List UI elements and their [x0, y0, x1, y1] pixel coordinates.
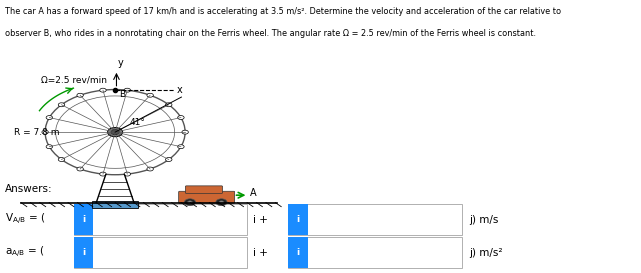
- Circle shape: [58, 103, 65, 107]
- Circle shape: [178, 145, 184, 149]
- Text: observer B, who rides in a nonrotating chair on the Ferris wheel. The angular ra: observer B, who rides in a nonrotating c…: [5, 29, 536, 38]
- Text: i: i: [297, 248, 299, 257]
- Circle shape: [46, 115, 53, 120]
- Text: R = 7.8 m: R = 7.8 m: [14, 128, 60, 136]
- Text: j) m/s: j) m/s: [469, 215, 499, 225]
- Circle shape: [185, 199, 196, 206]
- FancyBboxPatch shape: [74, 204, 247, 235]
- Text: $\mathregular{a_{A/B}}$ = (: $\mathregular{a_{A/B}}$ = (: [5, 245, 45, 260]
- Circle shape: [77, 167, 83, 171]
- Circle shape: [219, 201, 224, 204]
- Circle shape: [100, 172, 106, 176]
- FancyBboxPatch shape: [92, 201, 138, 208]
- FancyBboxPatch shape: [288, 237, 308, 268]
- Text: A: A: [250, 188, 256, 198]
- Circle shape: [178, 115, 184, 120]
- Circle shape: [58, 158, 65, 161]
- Text: Answers:: Answers:: [5, 184, 53, 194]
- Circle shape: [77, 93, 83, 97]
- Text: The car A has a forward speed of 17 km/h and is accelerating at 3.5 m/s². Determ: The car A has a forward speed of 17 km/h…: [5, 7, 562, 16]
- Circle shape: [188, 201, 192, 204]
- Text: Ω=2.5 rev/min: Ω=2.5 rev/min: [41, 76, 107, 85]
- Circle shape: [216, 199, 227, 206]
- Circle shape: [182, 130, 188, 134]
- Circle shape: [147, 93, 153, 97]
- Text: y: y: [118, 58, 124, 68]
- Circle shape: [165, 103, 172, 107]
- Text: j) m/s²: j) m/s²: [469, 248, 503, 257]
- Circle shape: [108, 127, 122, 137]
- FancyBboxPatch shape: [74, 237, 247, 268]
- Circle shape: [46, 145, 53, 149]
- Text: i: i: [82, 248, 85, 257]
- Circle shape: [165, 158, 172, 161]
- Circle shape: [124, 88, 131, 92]
- Text: B: B: [119, 90, 125, 99]
- FancyBboxPatch shape: [179, 191, 235, 203]
- FancyBboxPatch shape: [288, 204, 462, 235]
- FancyBboxPatch shape: [288, 237, 462, 268]
- Circle shape: [111, 130, 119, 135]
- Circle shape: [124, 172, 131, 176]
- Text: i: i: [82, 215, 85, 224]
- Circle shape: [100, 88, 106, 92]
- Text: i +: i +: [253, 248, 268, 257]
- Text: 41°: 41°: [130, 118, 146, 127]
- FancyBboxPatch shape: [74, 204, 93, 235]
- Text: i +: i +: [253, 215, 268, 225]
- FancyBboxPatch shape: [185, 186, 222, 193]
- Text: i: i: [297, 215, 299, 224]
- Text: $\mathregular{V_{A/B}}$ = (: $\mathregular{V_{A/B}}$ = (: [5, 212, 46, 227]
- FancyBboxPatch shape: [74, 237, 93, 268]
- Circle shape: [147, 167, 153, 171]
- Text: x: x: [177, 85, 183, 94]
- Circle shape: [42, 130, 48, 134]
- FancyBboxPatch shape: [288, 204, 308, 235]
